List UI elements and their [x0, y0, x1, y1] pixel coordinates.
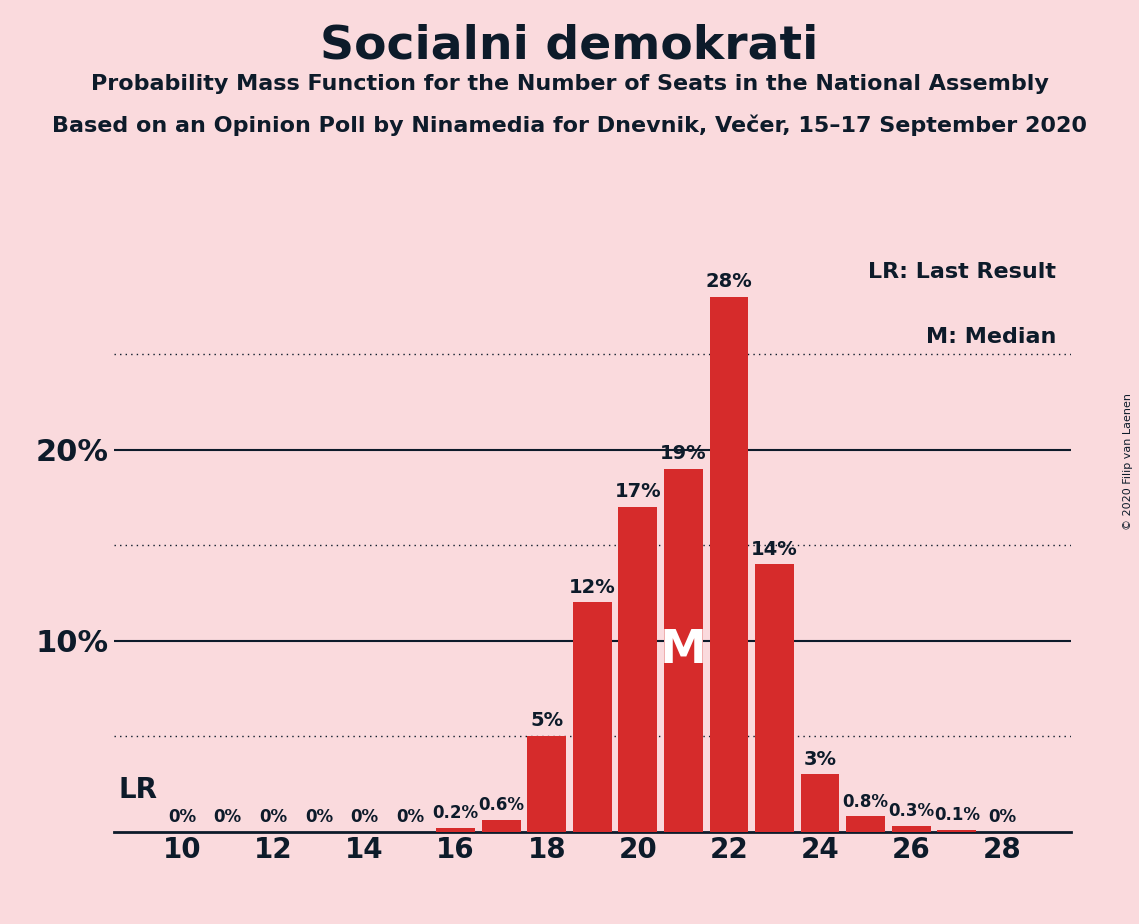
Text: Based on an Opinion Poll by Ninamedia for Dnevnik, Večer, 15–17 September 2020: Based on an Opinion Poll by Ninamedia fo…: [52, 115, 1087, 136]
Text: M: Median: M: Median: [926, 327, 1056, 347]
Text: 0.2%: 0.2%: [433, 804, 478, 822]
Text: 17%: 17%: [615, 482, 661, 501]
Text: 0%: 0%: [169, 808, 196, 826]
Text: 3%: 3%: [804, 749, 836, 769]
Text: 0.6%: 0.6%: [478, 796, 524, 814]
Bar: [573, 602, 612, 832]
Text: 0.8%: 0.8%: [843, 793, 888, 810]
Text: 0%: 0%: [396, 808, 424, 826]
Text: © 2020 Filip van Laenen: © 2020 Filip van Laenen: [1123, 394, 1133, 530]
Text: 19%: 19%: [661, 444, 706, 463]
Text: LR: Last Result: LR: Last Result: [868, 261, 1056, 282]
Text: 0%: 0%: [989, 808, 1016, 826]
Text: Probability Mass Function for the Number of Seats in the National Assembly: Probability Mass Function for the Number…: [91, 74, 1048, 94]
Bar: [710, 297, 748, 832]
Bar: [618, 507, 657, 832]
Text: Socialni demokrati: Socialni demokrati: [320, 23, 819, 68]
Text: 0%: 0%: [305, 808, 333, 826]
Text: 28%: 28%: [705, 273, 753, 291]
Text: 0.1%: 0.1%: [934, 806, 980, 824]
Text: 0%: 0%: [260, 808, 287, 826]
Bar: [937, 830, 976, 832]
Text: 5%: 5%: [530, 711, 564, 730]
Bar: [846, 816, 885, 832]
Bar: [482, 821, 521, 832]
Text: 14%: 14%: [751, 540, 798, 558]
Bar: [801, 774, 839, 832]
Text: 12%: 12%: [568, 578, 616, 597]
Text: LR: LR: [118, 775, 157, 804]
Text: 0%: 0%: [351, 808, 378, 826]
Text: 0%: 0%: [214, 808, 241, 826]
Bar: [664, 468, 703, 832]
Bar: [436, 828, 475, 832]
Bar: [892, 826, 931, 832]
Bar: [527, 736, 566, 832]
Bar: [755, 565, 794, 832]
Text: M: M: [659, 627, 707, 673]
Text: 0.3%: 0.3%: [888, 802, 934, 821]
